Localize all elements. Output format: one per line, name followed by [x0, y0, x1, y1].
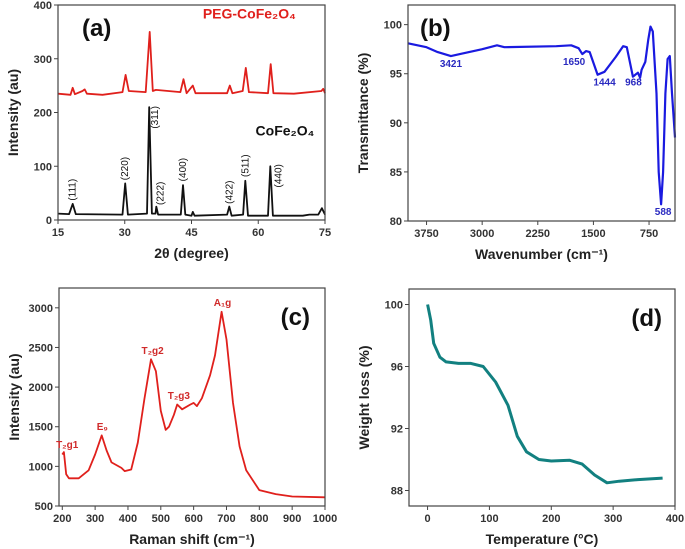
x-tick-label: 45	[185, 227, 197, 239]
x-tick-label: 700	[217, 513, 235, 525]
annotation: (311)	[150, 106, 161, 129]
annotation: PEG-CoFe₂O₄	[203, 5, 296, 21]
x-tick-label: 15	[52, 227, 64, 239]
x-tick-label: 600	[184, 513, 202, 525]
y-tick-label: 500	[35, 501, 53, 513]
y-tick-label: 1000	[29, 461, 53, 473]
x-axis-label: Wavenumber (cm⁻¹)	[475, 246, 608, 262]
panel-a: 15 30 45 60 75 0 100 200 300 400 2θ (degree) Intens…	[5, 0, 331, 261]
y-tick-label: 400	[34, 0, 52, 12]
panel-d: 0 100 200 300 400 88 92 96 100 Temperature (°C) We…	[356, 288, 684, 547]
x-tick-label: 3000	[470, 228, 494, 240]
plot-frame	[407, 4, 676, 222]
annotation: T₂g2	[141, 346, 164, 357]
plot-frame	[408, 288, 676, 507]
x-tick-label: 75	[319, 227, 331, 239]
x-tick-label: 30	[119, 227, 131, 239]
x-tick-label: 3750	[414, 228, 438, 240]
x-tick-label: 500	[152, 513, 170, 525]
series-line-0	[61, 310, 326, 499]
y-tick-label: 88	[391, 486, 403, 498]
series-line-0	[57, 31, 326, 96]
y-tick-label: 92	[391, 424, 403, 436]
y-tick-label: 95	[390, 69, 402, 81]
panel-label: (c)	[281, 304, 310, 331]
annotation: 968	[625, 78, 642, 89]
annotation: (400)	[178, 158, 189, 181]
y-tick-label: 80	[390, 216, 402, 228]
x-axis-label: Temperature (°C)	[486, 531, 599, 547]
y-tick-label: 96	[391, 362, 403, 374]
x-tick-label: 0	[424, 513, 430, 525]
annotation: (422)	[224, 181, 235, 204]
x-tick-label: 300	[86, 513, 104, 525]
y-tick-label: 90	[390, 118, 402, 130]
x-tick-label: 300	[604, 513, 622, 525]
annotation: T₂g1	[56, 440, 79, 451]
y-axis-label: Weight loss (%)	[356, 346, 372, 450]
panel-label: (a)	[82, 15, 111, 42]
y-tick-label: 100	[384, 20, 402, 32]
x-tick-label: 400	[666, 513, 684, 525]
annotation: (511)	[240, 154, 251, 177]
annotation: A₁g	[214, 298, 231, 309]
x-tick-label: 200	[542, 513, 560, 525]
annotation: (220)	[120, 157, 131, 180]
x-tick-label: 2250	[526, 228, 550, 240]
annotation: (222)	[155, 182, 166, 205]
x-axis-label: 2θ (degree)	[154, 245, 228, 261]
panel-c: 200 300 400 500 600 700 800 900 1000 500 1000 1500 2…	[6, 287, 337, 547]
x-tick-label: 800	[250, 513, 268, 525]
x-tick-label: 900	[283, 513, 301, 525]
x-tick-label: 1000	[313, 513, 337, 525]
annotation: T₂g3	[168, 391, 191, 402]
panel-label: (d)	[631, 305, 662, 332]
y-tick-label: 2500	[29, 342, 53, 354]
x-tick-label: 100	[480, 513, 498, 525]
annotation: 1650	[563, 57, 586, 68]
series-line-1	[57, 106, 326, 217]
y-axis-label: Intensity (au)	[5, 69, 21, 156]
panel-b: 3750 3000 2250 1500 750 80 85 90 95 100 Wavenumber…	[355, 4, 677, 262]
x-tick-label: 1500	[581, 228, 605, 240]
series-line-0	[426, 304, 663, 485]
y-tick-label: 1500	[29, 422, 53, 434]
y-axis-label: Transmittance (%)	[355, 53, 371, 174]
x-tick-label: 400	[119, 513, 137, 525]
x-tick-label: 750	[640, 228, 658, 240]
series-line-0	[407, 25, 677, 206]
annotation: CoFe₂O₄	[256, 123, 315, 139]
panel-label: (b)	[420, 15, 451, 42]
y-tick-label: 100	[34, 161, 52, 173]
x-tick-label: 60	[252, 227, 264, 239]
y-tick-label: 2000	[29, 382, 53, 394]
y-axis-label: Intensity (au)	[6, 353, 22, 440]
x-axis-label: Raman shift (cm⁻¹)	[129, 531, 255, 547]
y-tick-label: 85	[390, 167, 402, 179]
annotation: 3421	[440, 59, 463, 70]
plot-frame	[58, 287, 326, 507]
annotation: 1444	[593, 78, 616, 89]
y-tick-label: 3000	[29, 303, 53, 315]
annotation: E₉	[97, 422, 108, 433]
annotation: (111)	[68, 179, 79, 201]
y-tick-label: 100	[385, 300, 403, 312]
annotation: (440)	[273, 164, 284, 187]
y-tick-label: 200	[34, 108, 52, 120]
y-tick-label: 0	[46, 215, 52, 227]
y-tick-label: 300	[34, 54, 52, 66]
annotation: 588	[655, 207, 672, 218]
x-tick-label: 200	[53, 513, 71, 525]
